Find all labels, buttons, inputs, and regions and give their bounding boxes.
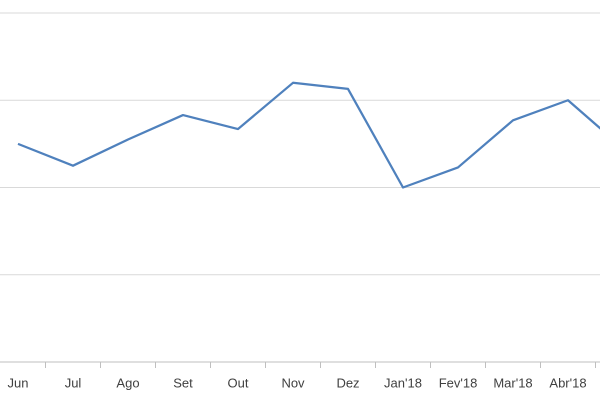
x-tick-label: Fev'18: [439, 375, 478, 390]
x-tick-label: Abr'18: [549, 375, 586, 390]
x-tick-label: Dez: [336, 375, 359, 390]
x-tick-label: Jul: [65, 375, 82, 390]
data-line: [17, 81, 600, 189]
x-tick-label: Ago: [116, 375, 139, 390]
x-tick-label: Nov: [281, 375, 305, 390]
x-tick-label: Set: [173, 375, 193, 390]
x-tick-label: Mar'18: [493, 375, 532, 390]
x-tick-label: Out: [228, 375, 249, 390]
plot: Jun Jul Ago Set Out Nov Dez Jan'18 Fev'18 Mar'18 A…: [0, 12, 600, 390]
x-tick-label: Jan'18: [384, 375, 422, 390]
x-tick-label: Jun: [8, 375, 29, 390]
